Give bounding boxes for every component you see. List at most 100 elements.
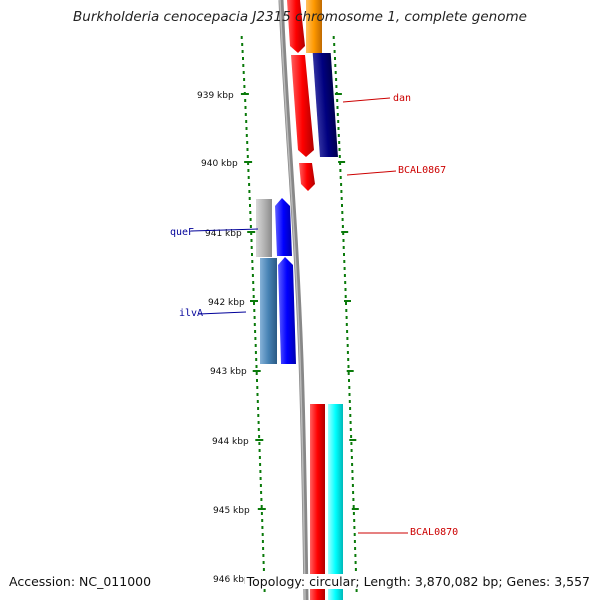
dot-inner: [246, 155, 249, 158]
dot-inner: [247, 176, 250, 179]
dot-inner: [242, 64, 245, 67]
dot-inner: [254, 351, 257, 354]
genome-backbone: [278, 0, 309, 600]
dot-inner: [261, 533, 264, 536]
dot-outer: [351, 470, 354, 473]
dot-inner: [251, 260, 254, 263]
dot-inner: [244, 113, 247, 116]
tick-label-943: 943 kbp: [210, 367, 247, 377]
dot-outer: [345, 316, 348, 319]
dot-outer: [343, 253, 345, 256]
dot-inner: [253, 316, 256, 319]
dot-inner: [261, 526, 264, 529]
major-tick-outer: [346, 370, 354, 372]
dot-outer: [347, 365, 350, 368]
dot-outer: [348, 379, 350, 382]
gene-block-red-bcal0870: [310, 404, 325, 600]
major-tick: [240, 93, 249, 95]
dot-outer: [342, 239, 345, 242]
major-tick-outer: [344, 300, 351, 302]
major-tick: [244, 161, 253, 163]
dot-outer: [338, 148, 341, 151]
dot-outer: [348, 393, 351, 396]
dot-outer: [351, 463, 354, 466]
leader-line-bcal0867: [346, 170, 397, 176]
tick-label-939: 939 kbp: [197, 91, 234, 101]
gene-block-steelblue-ilva: [260, 258, 277, 364]
dot-inner: [255, 358, 258, 361]
tick-label-941: 941 kbp: [205, 229, 242, 239]
dot-outer: [350, 449, 353, 452]
dot-inner: [240, 36, 243, 39]
dot-outer: [340, 197, 343, 200]
dot-outer: [344, 288, 347, 291]
accession-text: Accession: NC_011000: [9, 574, 152, 589]
dot-inner: [259, 484, 262, 487]
dot-inner: [244, 99, 247, 102]
dot-inner: [252, 295, 255, 298]
dotted-guides: [240, 36, 358, 592]
dot-inner: [254, 344, 257, 347]
dot-outer: [352, 491, 355, 494]
dot-inner: [258, 456, 261, 459]
dot-outer: [354, 568, 357, 571]
major-tick-outer: [334, 93, 342, 95]
dot-inner: [261, 519, 264, 522]
dot-inner: [245, 127, 248, 130]
dot-inner: [248, 190, 251, 193]
dot-inner: [244, 106, 247, 109]
dot-inner: [250, 239, 253, 242]
dot-inner: [252, 281, 255, 284]
dot-outer: [350, 456, 353, 459]
tick-label-946: 946 kbp: [213, 575, 250, 585]
leader-line-ilva: [198, 311, 247, 315]
dot-inner: [258, 449, 261, 452]
map-title: Burkholderia cenocepacia J2315 chromosom…: [73, 9, 527, 25]
dot-outer: [346, 344, 349, 347]
gene-block-cyan: [328, 404, 343, 600]
major-tick-outer: [338, 161, 346, 163]
dot-outer: [354, 561, 357, 564]
dot-outer: [346, 330, 349, 333]
dot-outer: [355, 589, 358, 592]
dot-inner: [263, 589, 266, 592]
dot-inner: [256, 393, 259, 396]
tick-label-942: 942 kbp: [208, 298, 245, 308]
dot-inner: [249, 218, 252, 221]
dot-inner: [260, 512, 263, 515]
major-tick-outer: [351, 508, 359, 510]
dot-outer: [351, 484, 354, 487]
gene-arrow-blue-lower: [278, 257, 296, 364]
dot-inner: [259, 470, 262, 473]
gene-label-quef: queF: [170, 227, 194, 238]
dot-inner: [249, 225, 252, 228]
dot-outer: [353, 519, 356, 522]
dot-inner: [260, 505, 263, 508]
dot-outer: [342, 246, 345, 249]
genome-stats-text: Topology: circular; Length: 3,870,082 bp…: [244, 574, 590, 589]
dot-outer: [345, 302, 347, 305]
dot-outer: [333, 50, 336, 53]
dot-inner: [257, 414, 260, 417]
dot-outer: [344, 281, 347, 284]
dot-outer: [352, 498, 355, 501]
genome-backbone-highlight: [279, 0, 306, 600]
dot-outer: [349, 421, 352, 424]
dot-inner: [262, 547, 265, 550]
dot-inner: [261, 540, 264, 543]
dot-inner: [242, 71, 245, 74]
dot-inner: [254, 330, 257, 333]
dot-outer: [341, 204, 343, 207]
dot-inner: [251, 274, 254, 277]
dot-outer: [339, 176, 342, 179]
dot-inner: [255, 372, 258, 375]
dot-outer: [339, 169, 342, 172]
dot-inner: [241, 43, 244, 46]
gene-arrow-red-dan: [291, 55, 314, 157]
dot-outer: [345, 323, 348, 326]
dot-inner: [248, 183, 251, 186]
dot-outer: [335, 78, 338, 81]
major-tick: [247, 231, 256, 233]
tick-label-940: 940 kbp: [201, 159, 238, 169]
dot-outer: [350, 435, 353, 438]
